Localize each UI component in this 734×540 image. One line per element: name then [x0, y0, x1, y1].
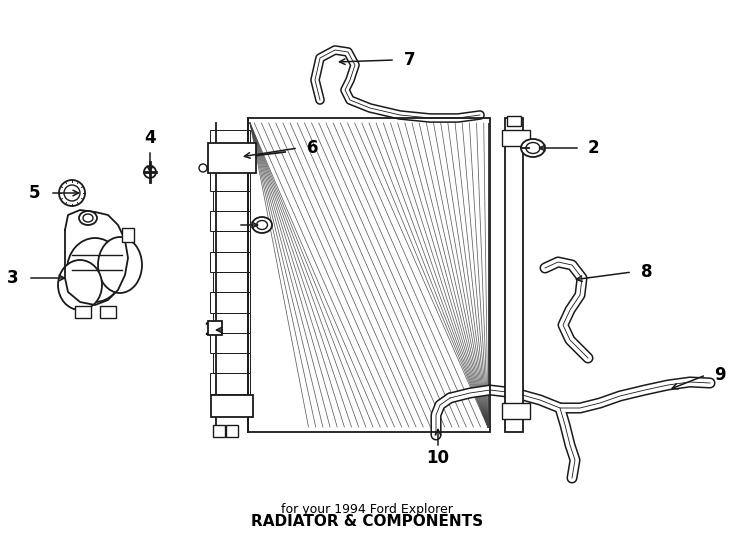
- Bar: [213, 425, 225, 437]
- Bar: [213, 313, 250, 333]
- Bar: [213, 353, 250, 374]
- Ellipse shape: [79, 211, 97, 225]
- Circle shape: [199, 164, 207, 172]
- Bar: [210, 130, 250, 150]
- Text: 6: 6: [307, 139, 319, 157]
- Text: for your 1994 Ford Explorer: for your 1994 Ford Explorer: [281, 503, 453, 516]
- Bar: [507, 116, 521, 126]
- Bar: [213, 394, 250, 414]
- Text: RADIATOR & COMPONENTS: RADIATOR & COMPONENTS: [251, 515, 483, 530]
- Bar: [210, 333, 250, 353]
- Bar: [210, 374, 250, 394]
- Bar: [208, 321, 222, 335]
- Text: 8: 8: [641, 263, 653, 281]
- Text: 7: 7: [404, 51, 415, 69]
- Ellipse shape: [98, 237, 142, 293]
- Ellipse shape: [252, 217, 272, 233]
- Ellipse shape: [256, 220, 267, 230]
- Text: 3: 3: [7, 269, 18, 287]
- Ellipse shape: [521, 139, 545, 157]
- Bar: [213, 232, 250, 252]
- Ellipse shape: [58, 260, 102, 310]
- Text: 10: 10: [426, 449, 449, 467]
- Bar: [100, 306, 116, 318]
- Bar: [211, 395, 253, 417]
- Bar: [248, 118, 490, 432]
- Circle shape: [64, 185, 80, 201]
- FancyBboxPatch shape: [208, 143, 256, 173]
- Text: 5: 5: [29, 184, 40, 202]
- Text: 1: 1: [203, 321, 215, 339]
- Bar: [502, 130, 530, 146]
- Bar: [210, 171, 250, 191]
- Text: 2: 2: [217, 216, 228, 234]
- Ellipse shape: [526, 143, 540, 153]
- Bar: [210, 292, 250, 313]
- Bar: [75, 306, 91, 318]
- Bar: [226, 425, 238, 437]
- Bar: [505, 118, 523, 432]
- Bar: [210, 211, 250, 232]
- Bar: [213, 272, 250, 292]
- Bar: [213, 191, 250, 211]
- Ellipse shape: [67, 238, 123, 302]
- Text: 2: 2: [588, 139, 600, 157]
- Bar: [502, 403, 530, 419]
- Circle shape: [59, 180, 85, 206]
- Text: 9: 9: [714, 366, 726, 384]
- Bar: [210, 252, 250, 272]
- Text: 4: 4: [144, 129, 156, 147]
- Polygon shape: [65, 210, 128, 305]
- Bar: [122, 228, 134, 242]
- Circle shape: [144, 166, 156, 178]
- Bar: [213, 150, 250, 171]
- Ellipse shape: [83, 214, 93, 222]
